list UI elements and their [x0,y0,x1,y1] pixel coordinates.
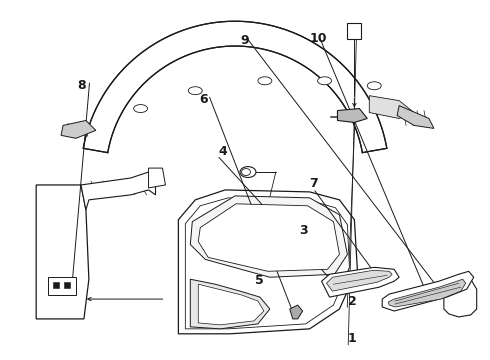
Polygon shape [290,305,303,319]
Polygon shape [326,270,392,291]
Ellipse shape [242,168,250,176]
Text: 4: 4 [219,145,227,158]
Text: 5: 5 [255,274,264,287]
Polygon shape [338,109,368,122]
Polygon shape [36,185,89,319]
Polygon shape [198,284,264,325]
Polygon shape [444,277,477,317]
Polygon shape [190,196,347,277]
Polygon shape [61,121,96,138]
Text: 6: 6 [199,93,208,106]
Polygon shape [388,279,466,307]
Polygon shape [397,105,434,129]
Polygon shape [178,190,357,334]
Ellipse shape [258,77,272,85]
Text: 1: 1 [348,333,357,346]
Polygon shape [347,23,361,39]
Ellipse shape [188,87,202,95]
Text: 10: 10 [309,32,327,45]
Text: 2: 2 [348,295,357,308]
Text: 7: 7 [309,177,318,190]
Ellipse shape [134,105,147,113]
Ellipse shape [318,77,332,85]
Polygon shape [198,204,340,271]
Text: 3: 3 [299,224,308,237]
Polygon shape [382,271,474,311]
Polygon shape [83,21,387,153]
Polygon shape [81,172,155,210]
FancyBboxPatch shape [53,282,59,288]
Polygon shape [185,198,349,329]
Text: 8: 8 [77,79,86,92]
FancyBboxPatch shape [48,277,76,295]
Polygon shape [190,279,270,329]
Text: 9: 9 [241,34,249,47]
Polygon shape [369,96,414,118]
Polygon shape [321,267,399,297]
Polygon shape [148,168,166,188]
Ellipse shape [240,167,256,177]
FancyBboxPatch shape [64,282,70,288]
Ellipse shape [368,82,381,90]
